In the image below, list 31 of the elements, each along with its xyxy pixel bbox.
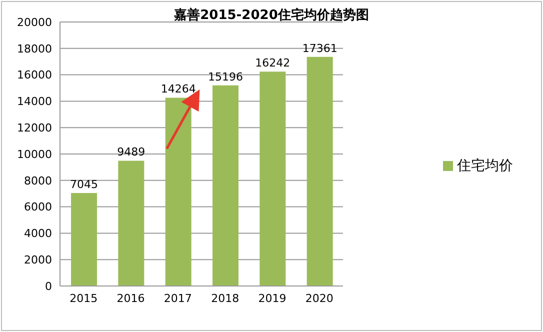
x-tick-label: 2020 [305,292,334,305]
legend-label: 住宅均价 [457,158,513,174]
y-tick-label: 4000 [24,227,52,240]
y-tick-label: 12000 [17,122,52,135]
bar [306,56,333,286]
data-label: 7045 [70,178,98,192]
y-tick-label: 14000 [17,95,52,108]
y-tick-label: 18000 [17,42,52,56]
x-tick-label: 2017 [164,292,192,305]
x-tick-label: 2015 [70,292,98,305]
bar [212,85,238,286]
x-tick-label: 2019 [258,292,286,305]
x-tick-label: 2018 [211,292,240,305]
bar [118,160,144,286]
y-tick-label: 10000 [17,148,52,161]
bar [165,98,192,286]
data-label: 16242 [255,56,290,70]
data-label: 14264 [160,82,196,96]
y-tick-label: 20000 [17,16,52,29]
y-tick-label: 6000 [24,200,52,214]
bar [260,72,286,286]
y-tick-label: 2000 [24,254,52,267]
data-label: 9489 [117,146,146,159]
x-tick-label: 2016 [116,292,145,305]
data-label: 15196 [208,70,243,84]
y-tick-label: 16000 [17,68,52,82]
chart-title: 嘉善2015-2020住宅均价趋势图 [174,8,369,23]
data-label: 17361 [302,42,338,55]
y-tick-label: 8000 [24,174,52,188]
y-tick-label: 0 [45,280,52,293]
bar [71,193,97,286]
